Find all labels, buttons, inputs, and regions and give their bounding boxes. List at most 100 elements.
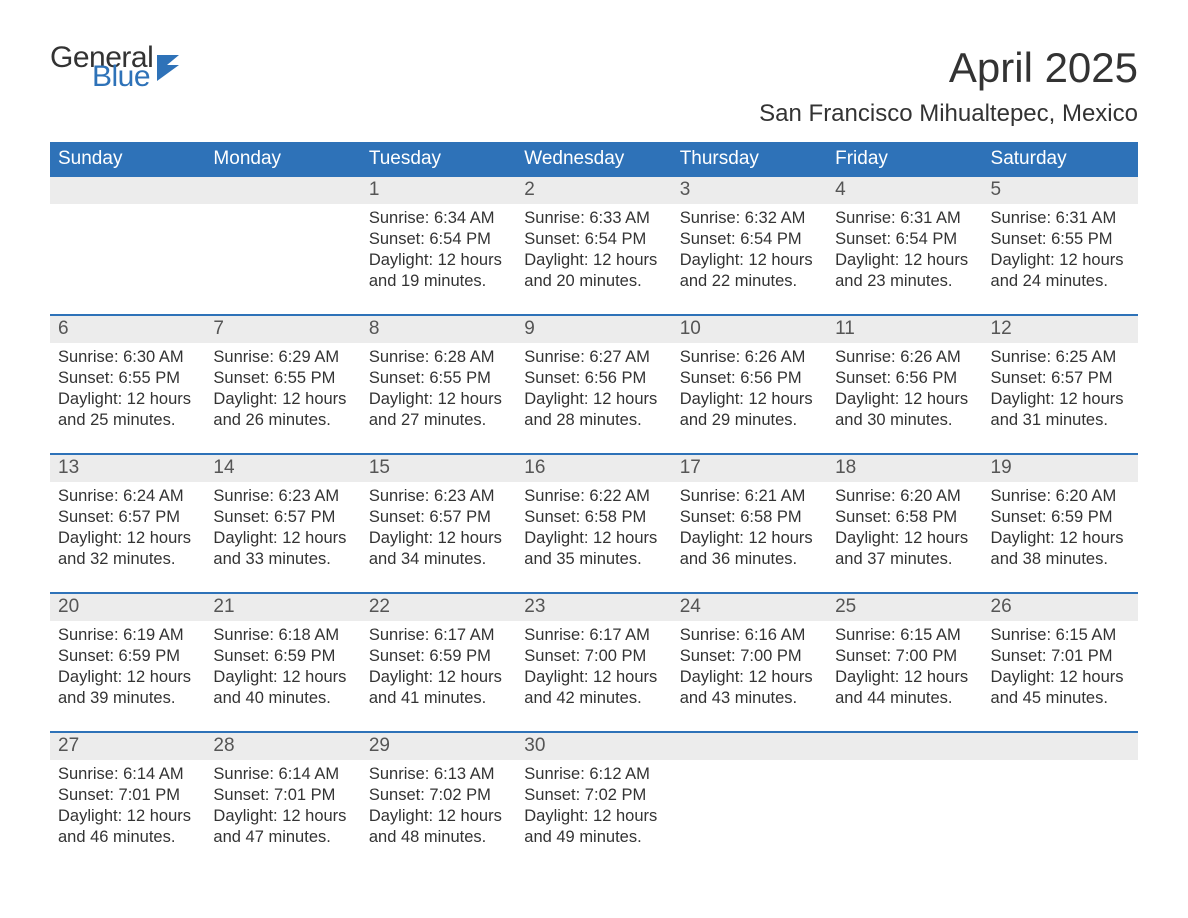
day-number: 19	[983, 455, 1138, 482]
day-number: 8	[361, 316, 516, 343]
day-number: 3	[672, 177, 827, 204]
day-body	[983, 760, 1138, 856]
day-number: 6	[50, 316, 205, 343]
sunset-text: Sunset: 7:00 PM	[835, 646, 974, 667]
daylight-text: Daylight: 12 hours and 45 minutes.	[991, 667, 1130, 709]
day-body: Sunrise: 6:30 AMSunset: 6:55 PMDaylight:…	[50, 343, 205, 439]
day-body: Sunrise: 6:29 AMSunset: 6:55 PMDaylight:…	[205, 343, 360, 439]
sunset-text: Sunset: 6:56 PM	[680, 368, 819, 389]
sunrise-text: Sunrise: 6:21 AM	[680, 486, 819, 507]
title-block: April 2025 San Francisco Mihualtepec, Me…	[759, 44, 1138, 128]
day-number: 25	[827, 594, 982, 621]
day-cell: Sunrise: 6:26 AMSunset: 6:56 PMDaylight:…	[827, 343, 982, 439]
day-cell: Sunrise: 6:19 AMSunset: 6:59 PMDaylight:…	[50, 621, 205, 717]
sunrise-text: Sunrise: 6:26 AM	[835, 347, 974, 368]
sunset-text: Sunset: 6:57 PM	[213, 507, 352, 528]
day-body: Sunrise: 6:13 AMSunset: 7:02 PMDaylight:…	[361, 760, 516, 856]
sunset-text: Sunset: 6:58 PM	[524, 507, 663, 528]
day-number: 5	[983, 177, 1138, 204]
daynum-row: 13141516171819	[50, 453, 1138, 482]
sunrise-text: Sunrise: 6:27 AM	[524, 347, 663, 368]
daylight-text: Daylight: 12 hours and 24 minutes.	[991, 250, 1130, 292]
day-body: Sunrise: 6:19 AMSunset: 6:59 PMDaylight:…	[50, 621, 205, 717]
day-cell: Sunrise: 6:15 AMSunset: 7:01 PMDaylight:…	[983, 621, 1138, 717]
day-number	[50, 177, 205, 204]
day-body: Sunrise: 6:33 AMSunset: 6:54 PMDaylight:…	[516, 204, 671, 300]
daylight-text: Daylight: 12 hours and 29 minutes.	[680, 389, 819, 431]
day-cell: Sunrise: 6:15 AMSunset: 7:00 PMDaylight:…	[827, 621, 982, 717]
week-body: Sunrise: 6:34 AM Sunset: 6:54 PM Daylight:…	[50, 204, 1138, 300]
daynum-row: 27282930	[50, 731, 1138, 760]
day-body: Sunrise: 6:31 AMSunset: 6:54 PMDaylight:…	[827, 204, 982, 300]
day-cell: Sunrise: 6:17 AMSunset: 6:59 PMDaylight:…	[361, 621, 516, 717]
week-body: Sunrise: 6:24 AM Sunset: 6:57 PM Daylight:…	[50, 482, 1138, 578]
day-cell: Sunrise: 6:20 AMSunset: 6:58 PMDaylight:…	[827, 482, 982, 578]
sunset-text: Sunset: 7:01 PM	[213, 785, 352, 806]
day-cell: Sunrise: 6:16 AMSunset: 7:00 PMDaylight:…	[672, 621, 827, 717]
daylight-text: Daylight: 12 hours and 35 minutes.	[524, 528, 663, 570]
sunset-text: Sunset: 6:54 PM	[524, 229, 663, 250]
day-body: Sunrise: 6:15 AMSunset: 7:01 PMDaylight:…	[983, 621, 1138, 717]
dow-sun: Sunday	[50, 142, 205, 177]
day-body	[50, 204, 205, 300]
day-number: 7	[205, 316, 360, 343]
day-body: Sunrise: 6:23 AMSunset: 6:57 PMDaylight:…	[361, 482, 516, 578]
day-body: Sunrise: 6:12 AMSunset: 7:02 PMDaylight:…	[516, 760, 671, 856]
day-number: 9	[516, 316, 671, 343]
month-title: April 2025	[759, 44, 1138, 92]
calendar: Sunday Monday Tuesday Wednesday Thursday…	[50, 142, 1138, 856]
daylight-text: Daylight: 12 hours and 27 minutes.	[369, 389, 508, 431]
sunrise-text: Sunrise: 6:24 AM	[58, 486, 197, 507]
sunset-text: Sunset: 7:02 PM	[524, 785, 663, 806]
day-cell: Sunrise: 6:14 AMSunset: 7:01 PMDaylight:…	[50, 760, 205, 856]
daylight-text: Daylight: 12 hours and 41 minutes.	[369, 667, 508, 709]
sunrise-text: Sunrise: 6:14 AM	[58, 764, 197, 785]
sunrise-text: Sunrise: 6:34 AM	[369, 208, 508, 229]
day-body: Sunrise: 6:32 AMSunset: 6:54 PMDaylight:…	[672, 204, 827, 300]
flag-icon	[157, 55, 193, 86]
sunrise-text: Sunrise: 6:12 AM	[524, 764, 663, 785]
day-cell: Sunrise: 6:34 AMSunset: 6:54 PMDaylight:…	[361, 204, 516, 300]
sunset-text: Sunset: 6:59 PM	[213, 646, 352, 667]
sunset-text: Sunset: 6:55 PM	[213, 368, 352, 389]
day-cell: Sunrise: 6:23 AMSunset: 6:57 PMDaylight:…	[205, 482, 360, 578]
dow-mon: Monday	[205, 142, 360, 177]
sunrise-text: Sunrise: 6:26 AM	[680, 347, 819, 368]
sunrise-text: Sunrise: 6:20 AM	[991, 486, 1130, 507]
day-body: Sunrise: 6:23 AMSunset: 6:57 PMDaylight:…	[205, 482, 360, 578]
day-number: 4	[827, 177, 982, 204]
day-cell: Sunrise: 6:20 AMSunset: 6:59 PMDaylight:…	[983, 482, 1138, 578]
week: 6789101112Sunrise: 6:30 AMSunset: 6:55 P…	[50, 314, 1138, 439]
sunrise-text: Sunrise: 6:33 AM	[524, 208, 663, 229]
day-cell: Sunrise: 6:12 AMSunset: 7:02 PMDaylight:…	[516, 760, 671, 856]
daynum-row: 12345	[50, 177, 1138, 204]
day-number: 14	[205, 455, 360, 482]
sunset-text: Sunset: 7:02 PM	[369, 785, 508, 806]
day-number: 27	[50, 733, 205, 760]
day-body: Sunrise: 6:18 AMSunset: 6:59 PMDaylight:…	[205, 621, 360, 717]
week: 27282930Sunrise: 6:14 AMSunset: 7:01 PMD…	[50, 731, 1138, 856]
sunset-text: Sunset: 7:01 PM	[58, 785, 197, 806]
day-body: Sunrise: 6:17 AMSunset: 6:59 PMDaylight:…	[361, 621, 516, 717]
sunrise-text: Sunrise: 6:20 AM	[835, 486, 974, 507]
sunrise-text: Sunrise: 6:15 AM	[835, 625, 974, 646]
day-cell: Sunrise: 6:25 AMSunset: 6:57 PMDaylight:…	[983, 343, 1138, 439]
day-cell	[672, 760, 827, 856]
day-cell	[50, 204, 205, 300]
day-number: 11	[827, 316, 982, 343]
daylight-text: Daylight: 12 hours and 44 minutes.	[835, 667, 974, 709]
daynum-row: 6789101112	[50, 314, 1138, 343]
day-cell: Sunrise: 6:24 AMSunset: 6:57 PMDaylight:…	[50, 482, 205, 578]
sunset-text: Sunset: 6:59 PM	[991, 507, 1130, 528]
dow-row: Sunday Monday Tuesday Wednesday Thursday…	[50, 142, 1138, 177]
daylight-text: Daylight: 12 hours and 28 minutes.	[524, 389, 663, 431]
daylight-text: Daylight: 12 hours and 19 minutes.	[369, 250, 508, 292]
day-number: 2	[516, 177, 671, 204]
day-body: Sunrise: 6:26 AMSunset: 6:56 PMDaylight:…	[827, 343, 982, 439]
sunrise-text: Sunrise: 6:23 AM	[213, 486, 352, 507]
day-number: 26	[983, 594, 1138, 621]
sunset-text: Sunset: 6:58 PM	[835, 507, 974, 528]
daylight-text: Daylight: 12 hours and 32 minutes.	[58, 528, 197, 570]
day-number: 12	[983, 316, 1138, 343]
sunset-text: Sunset: 6:55 PM	[369, 368, 508, 389]
